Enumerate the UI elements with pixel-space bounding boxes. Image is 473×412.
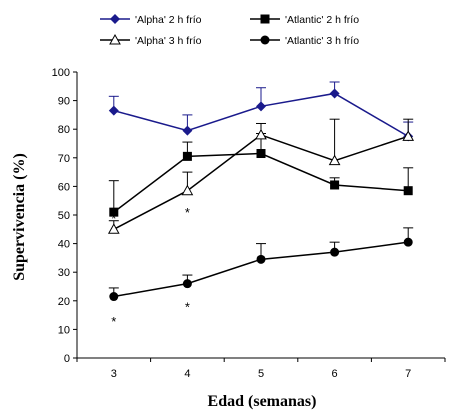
- data-point: [255, 128, 267, 140]
- y-tick-label: 90: [58, 96, 70, 108]
- x-tick-label: 4: [184, 368, 190, 380]
- y-tick-label: 0: [64, 353, 70, 365]
- data-point: [256, 149, 266, 159]
- y-tick-label: 30: [58, 267, 70, 279]
- legend-label: 'Atlantic' 2 h frío: [285, 14, 359, 26]
- significance-marker: *: [185, 205, 190, 220]
- data-point: [182, 151, 192, 161]
- data-point: [330, 180, 340, 190]
- x-tick-label: 3: [111, 368, 117, 380]
- data-point: [402, 130, 415, 141]
- data-point: [329, 88, 340, 99]
- x-axis-title: Edad (semanas): [208, 393, 317, 410]
- legend-label: 'Alpha' 3 h frío: [135, 35, 202, 47]
- data-point: [403, 237, 413, 247]
- y-tick-label: 40: [58, 239, 70, 251]
- x-tick-label: 6: [332, 368, 338, 380]
- data-point: [330, 247, 340, 257]
- data-point: [109, 207, 119, 217]
- y-tick-label: 20: [58, 296, 70, 308]
- data-point: [182, 279, 192, 289]
- data-point: [108, 105, 119, 116]
- data-point: [256, 101, 266, 112]
- x-tick-label: 7: [405, 368, 411, 380]
- data-point: [256, 254, 266, 264]
- x-tick-label: 5: [258, 368, 264, 380]
- legend: 'Alpha' 2 h frío 'Atlantic' 2 h frío 'Alph…: [100, 14, 359, 47]
- y-tick-label: 80: [58, 124, 70, 136]
- significance-marker: *: [111, 211, 116, 226]
- axes: 0 10 20 30 40 50 60 70 80 90 100 3 4 5 6 7: [52, 67, 446, 380]
- data-point: [181, 184, 194, 196]
- significance-marker: *: [185, 300, 190, 315]
- legend-marker: [260, 35, 270, 45]
- legend-label: 'Atlantic' 3 h frío: [285, 35, 359, 47]
- significance-marker: *: [111, 314, 116, 329]
- data-point: [107, 223, 120, 234]
- y-axis-title: Supervivencia (%): [11, 153, 28, 281]
- data-point: [182, 125, 193, 136]
- y-tick-label: 100: [52, 67, 70, 79]
- data-point: [328, 154, 341, 166]
- data-point: [109, 292, 119, 302]
- y-tick-label: 70: [58, 153, 70, 165]
- y-tick-label: 10: [58, 324, 70, 336]
- series-line: [113, 152, 409, 213]
- data-point: [403, 186, 413, 196]
- series-markers: [107, 88, 415, 302]
- legend-marker: [109, 33, 121, 45]
- error-bars: [108, 81, 414, 297]
- legend-marker: [110, 14, 120, 24]
- y-tick-label: 60: [58, 181, 70, 193]
- y-tick-label: 50: [58, 210, 70, 222]
- legend-marker: [260, 14, 270, 24]
- annotations: * * * *: [111, 205, 190, 329]
- legend-label: 'Alpha' 2 h frío: [135, 14, 202, 26]
